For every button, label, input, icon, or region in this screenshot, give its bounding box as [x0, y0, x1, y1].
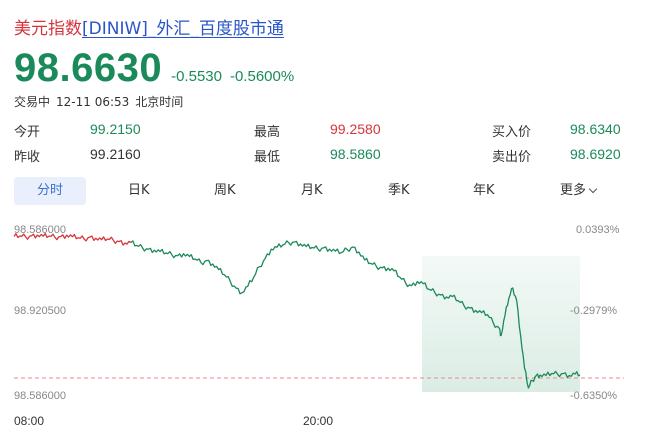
trading-state: 交易中: [14, 95, 51, 109]
tab-weekly-k[interactable]: 周K: [214, 183, 236, 198]
last-price: 98.6630: [14, 46, 163, 90]
open-label: 今开: [14, 125, 41, 140]
bid-value: 98.6340: [570, 121, 621, 137]
tab-more-label: 更多: [560, 183, 587, 198]
prev-close-value: 99.2160: [90, 146, 141, 162]
y-axis-right-bottom: -0.6350%: [570, 390, 618, 402]
price-line-down: [130, 240, 581, 389]
price-series: [13, 232, 581, 389]
timezone-label: 北京时间: [135, 95, 184, 109]
x-axis-start: 08:00: [14, 414, 45, 428]
price-change-percent: -0.5600%: [229, 68, 295, 85]
chevron-down-icon: [588, 184, 598, 194]
trading-status: 交易中 12-11 06:53 北京时间: [14, 93, 189, 110]
instrument-name: 美元指数: [14, 19, 82, 39]
open-value: 99.2150: [90, 121, 141, 137]
instrument-source: [DINIW]_外汇_百度股市通: [82, 19, 284, 39]
tab-monthly-k[interactable]: 月K: [301, 183, 323, 198]
stats-panel: 今开 99.2150 昨收 99.2160 最高 99.2580 最低 98.5…: [14, 121, 646, 171]
price-change: -0.5530: [171, 68, 222, 85]
high-label: 最高: [254, 125, 281, 140]
tab-daily-k[interactable]: 日K: [128, 183, 150, 198]
y-axis-right-top: 0.0393%: [576, 224, 620, 236]
quote-datetime: 12-11 06:53: [56, 95, 130, 109]
y-axis-left-mid: 98.920500: [14, 305, 66, 317]
ask-label: 卖出价: [492, 150, 532, 165]
ask-value: 98.6920: [570, 146, 621, 162]
tab-quarterly-k[interactable]: 季K: [388, 183, 410, 198]
price-line-up: [13, 232, 132, 246]
intraday-chart: [13, 232, 624, 392]
y-axis-left-top: 98.586000: [14, 224, 66, 236]
x-axis-mid: 20:00: [303, 414, 334, 428]
period-tabs: 分时 日K 周K 月K 季K 年K 更多: [14, 177, 646, 205]
page-title[interactable]: 美元指数[DINIW]_外汇_百度股市通: [14, 14, 284, 39]
chart-area-band: [422, 256, 580, 392]
tab-yearly-k[interactable]: 年K: [473, 183, 495, 198]
low-value: 98.5860: [330, 146, 381, 162]
tab-intraday[interactable]: 分时: [14, 177, 86, 205]
quote-row: 98.6630 -0.5530 -0.5600%: [14, 44, 294, 88]
low-label: 最低: [254, 150, 281, 165]
y-axis-right-mid: -0.2979%: [570, 305, 618, 317]
y-axis-left-bottom: 98.586000: [14, 390, 66, 402]
high-value: 99.2580: [330, 121, 381, 137]
prev-close-label: 昨收: [14, 150, 41, 165]
bid-label: 买入价: [492, 125, 532, 140]
tab-more[interactable]: 更多: [560, 177, 598, 205]
